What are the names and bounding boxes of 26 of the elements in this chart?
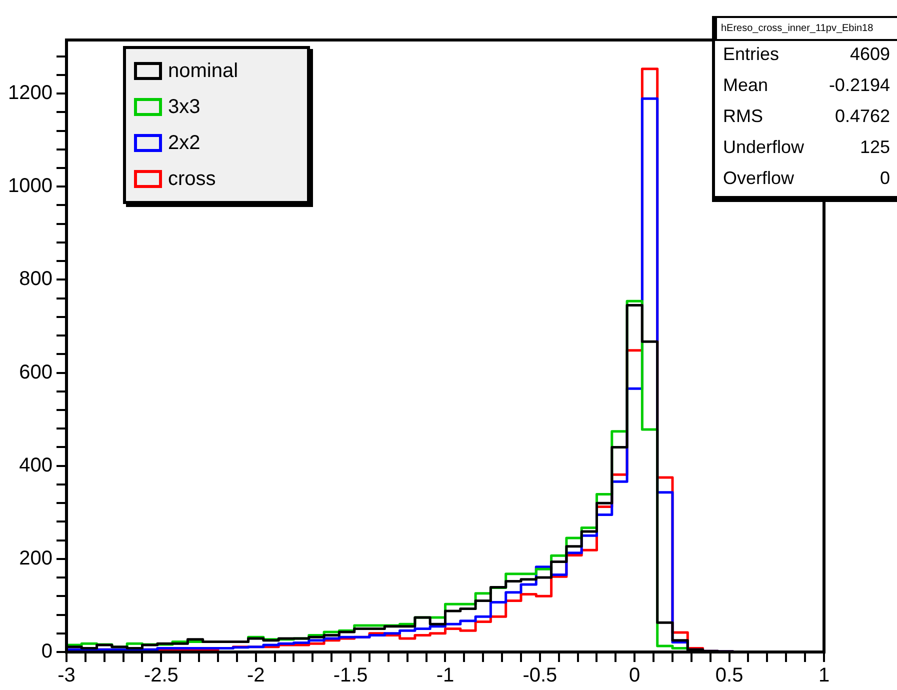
x-tick-label: 0 <box>629 664 640 687</box>
text: hEreso_cross_inner_11pv_Ebin18 <box>715 16 897 41</box>
legend-label: 3x3 <box>168 96 200 118</box>
legend-label: 2x2 <box>168 132 200 154</box>
x-tick-label: -2 <box>246 664 265 687</box>
y-tick-label: 600 <box>19 361 52 384</box>
text: Underflow 125 <box>723 137 890 157</box>
legend-label: cross <box>168 168 216 190</box>
y-tick-label: 0 <box>41 640 52 663</box>
x-tick-label: 0.5 <box>715 664 744 687</box>
text: RMS 0.4762 <box>723 106 890 126</box>
x-tick-label: -1 <box>436 664 454 687</box>
x-tick-label: -1.5 <box>333 664 368 687</box>
y-tick-label: 200 <box>19 547 52 570</box>
x-tick-label: -3 <box>58 664 76 687</box>
x-tick-label: 1 <box>818 664 830 687</box>
x-tick-label: -2.5 <box>144 664 178 687</box>
y-tick-label: 1000 <box>8 175 52 198</box>
text: Entries 4609 <box>723 44 890 64</box>
text: Overflow 0 <box>723 168 890 188</box>
y-tick-label: 1200 <box>8 82 52 104</box>
y-tick-label: 400 <box>19 454 52 476</box>
x-tick-label: -0.5 <box>522 664 558 687</box>
legend-label: nominal <box>168 60 238 82</box>
text: Mean -0.2194 <box>723 75 890 95</box>
y-tick-label: 800 <box>19 268 52 290</box>
